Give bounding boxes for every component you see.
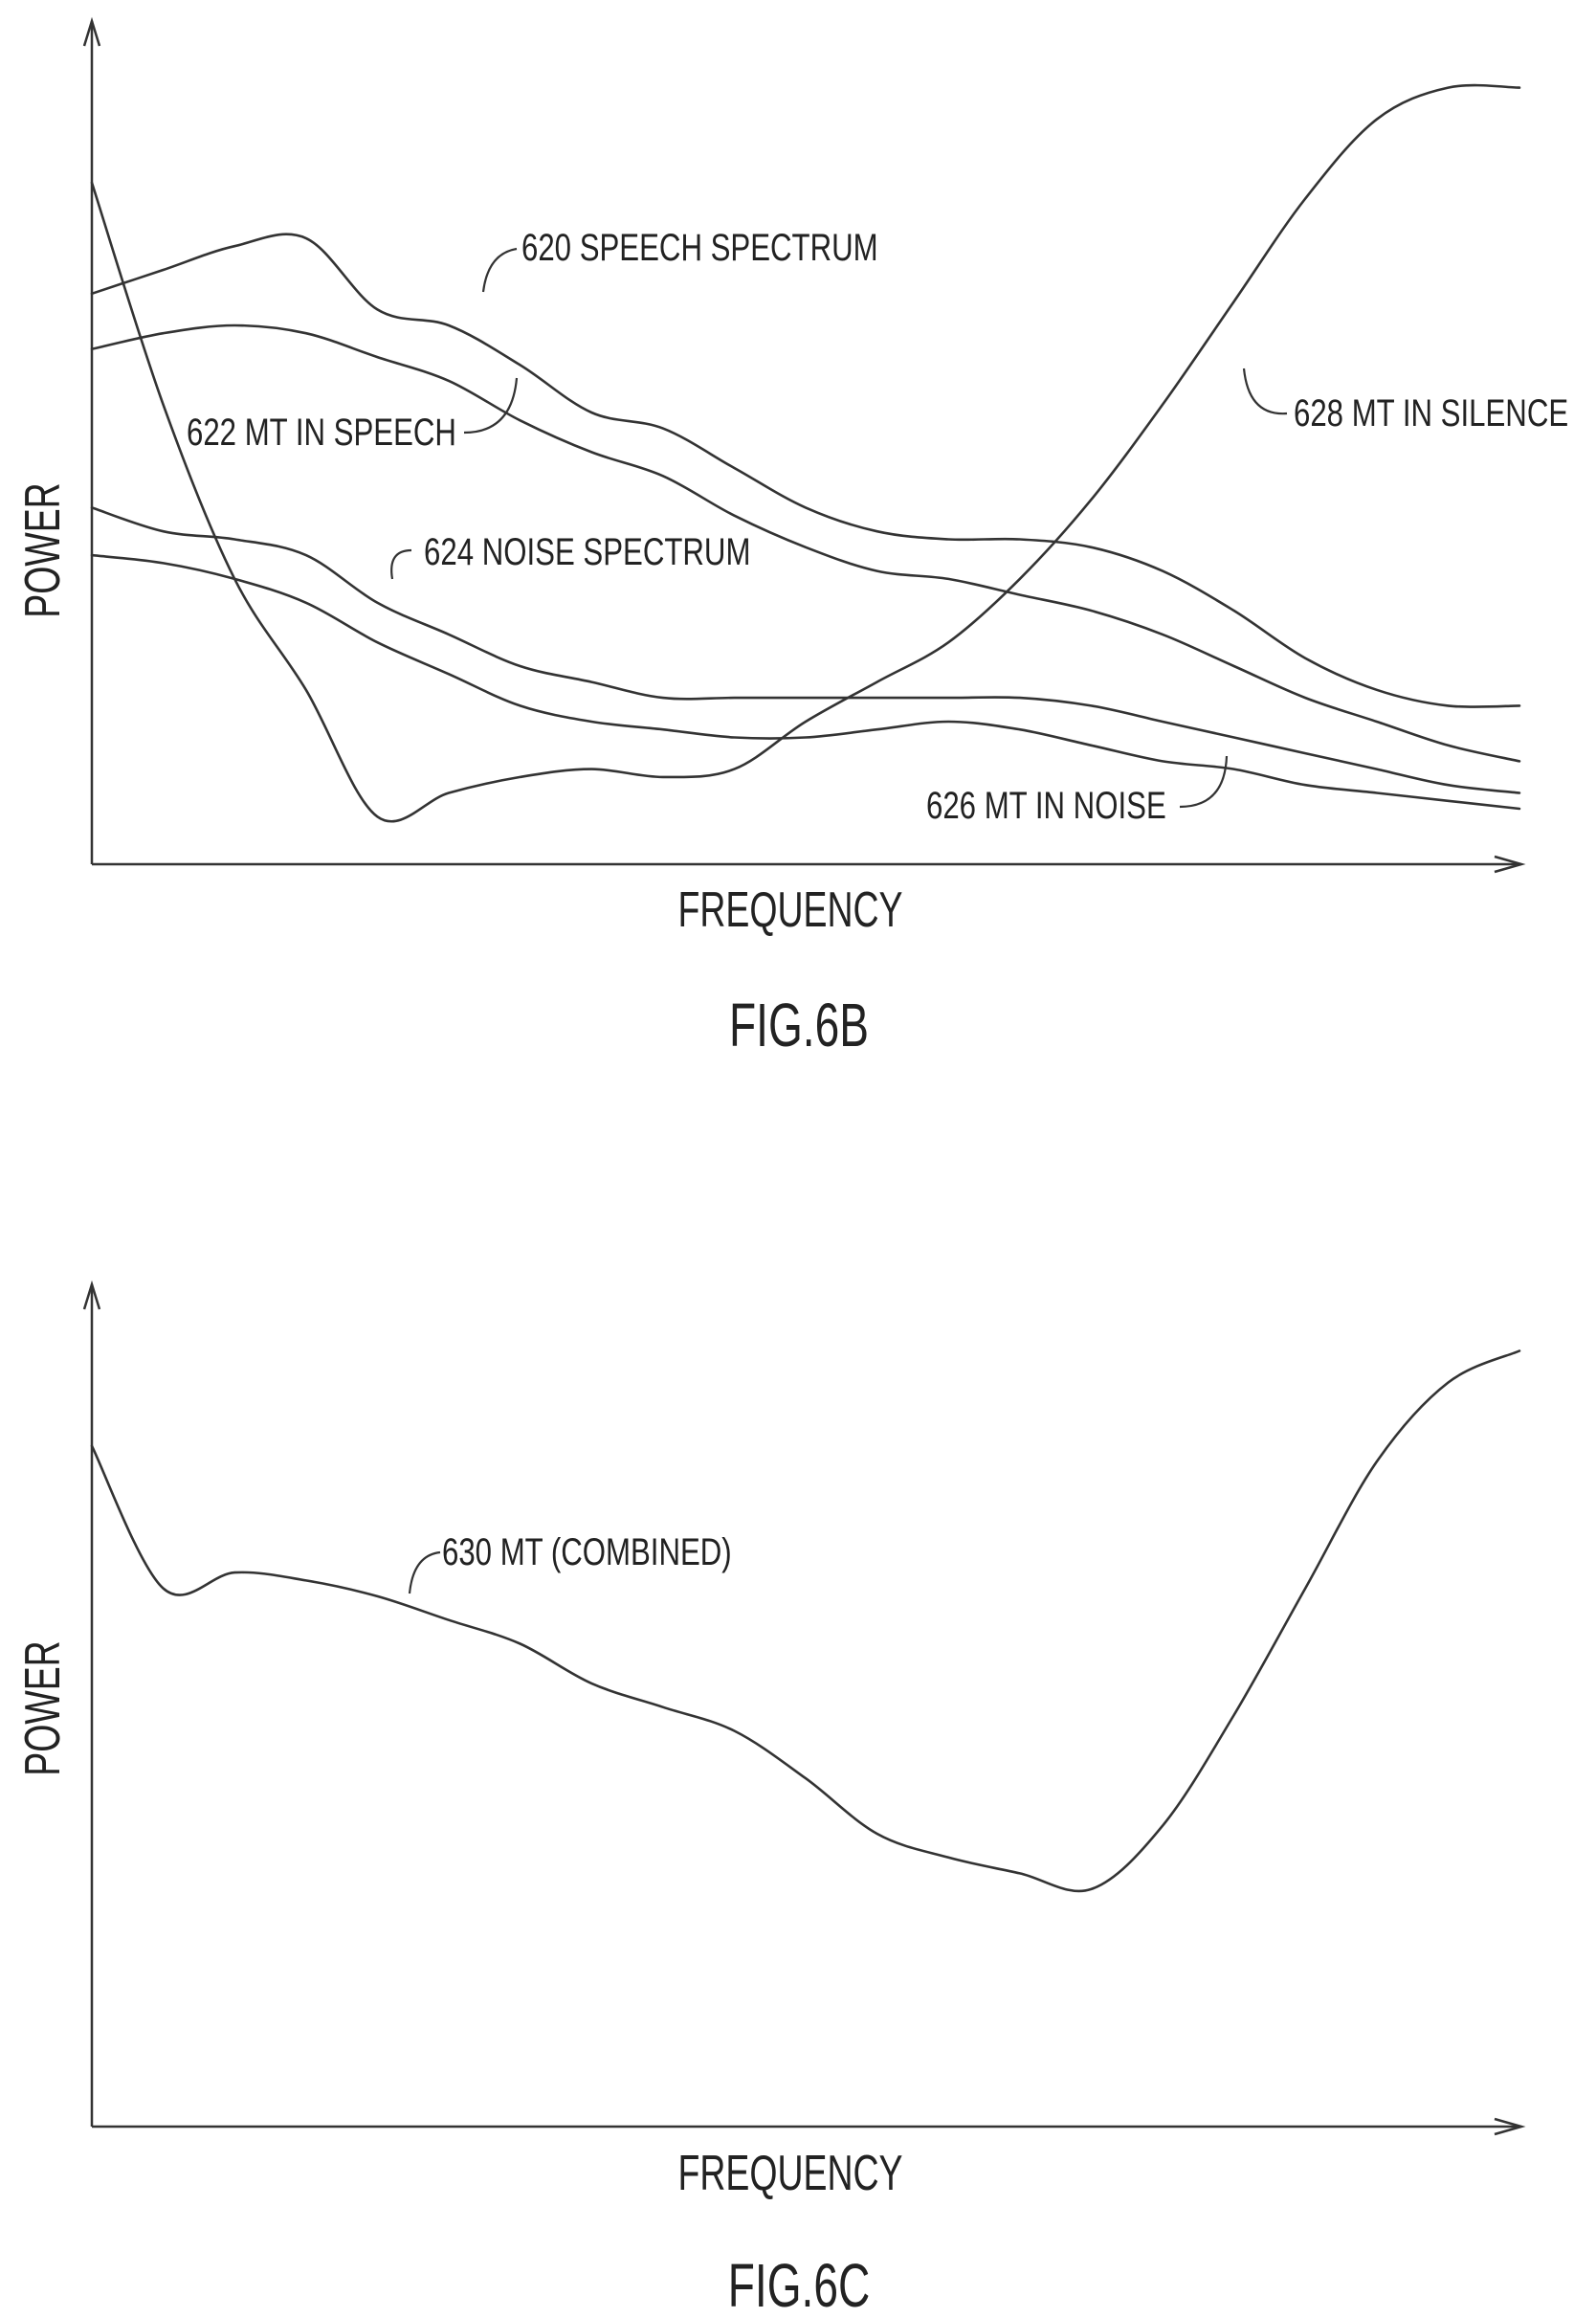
label-630-mt-combined: 630 MT (COMBINED) xyxy=(442,1530,732,1573)
fig-6c-caption: FIG.6C xyxy=(728,2252,870,2313)
label-624-noise-spectrum: 624 NOISE SPECTRUM xyxy=(424,530,750,573)
leader-630 xyxy=(408,1550,441,1594)
chart-6b-series-line-1 xyxy=(90,323,1521,763)
leader-628 xyxy=(1242,368,1288,415)
chart-6b: 620 SPEECH SPECTRUM 622 MT IN SPEECH 624… xyxy=(14,16,1568,1059)
label-620-speech-spectrum: 620 SPEECH SPECTRUM xyxy=(521,226,878,269)
label-628-mt-in-silence: 628 MT IN SILENCE xyxy=(1294,391,1568,435)
leader-626 xyxy=(1179,755,1229,809)
fig-6b-caption: FIG.6B xyxy=(729,992,869,1059)
chart-6b-series-line-3 xyxy=(90,553,1521,811)
chart-6b-series-line-0 xyxy=(90,233,1521,708)
chart-6b-y-axis-arrow xyxy=(82,16,101,47)
label-626-mt-in-noise: 626 MT IN NOISE xyxy=(926,784,1166,827)
leader-620 xyxy=(481,247,518,293)
chart-6c-series-line-0 xyxy=(90,1349,1521,1893)
chart-6c-y-label: POWER xyxy=(14,1640,71,1775)
chart-6b-y-label: POWER xyxy=(14,482,71,617)
chart-6b-x-label: FREQUENCY xyxy=(677,881,902,938)
chart-6b-x-axis-arrow xyxy=(1494,855,1526,874)
label-622-mt-in-speech: 622 MT IN SPEECH xyxy=(187,411,456,454)
leader-622 xyxy=(463,377,519,435)
chart-6c-x-axis-arrow xyxy=(1494,2117,1526,2136)
chart-6c-y-axis-arrow xyxy=(82,1280,101,1310)
chart-6c-x-label: FREQUENCY xyxy=(677,2145,902,2201)
leader-624 xyxy=(390,548,412,580)
chart-6b-series-line-2 xyxy=(90,506,1521,794)
chart-6c-series-group xyxy=(90,1349,1521,1893)
chart-6c: 630 MT (COMBINED) POWER FREQUENCY FIG.6C xyxy=(14,1280,1526,2318)
chart-6b-series-line-4 xyxy=(90,83,1521,823)
chart-6b-series-group xyxy=(90,83,1521,823)
